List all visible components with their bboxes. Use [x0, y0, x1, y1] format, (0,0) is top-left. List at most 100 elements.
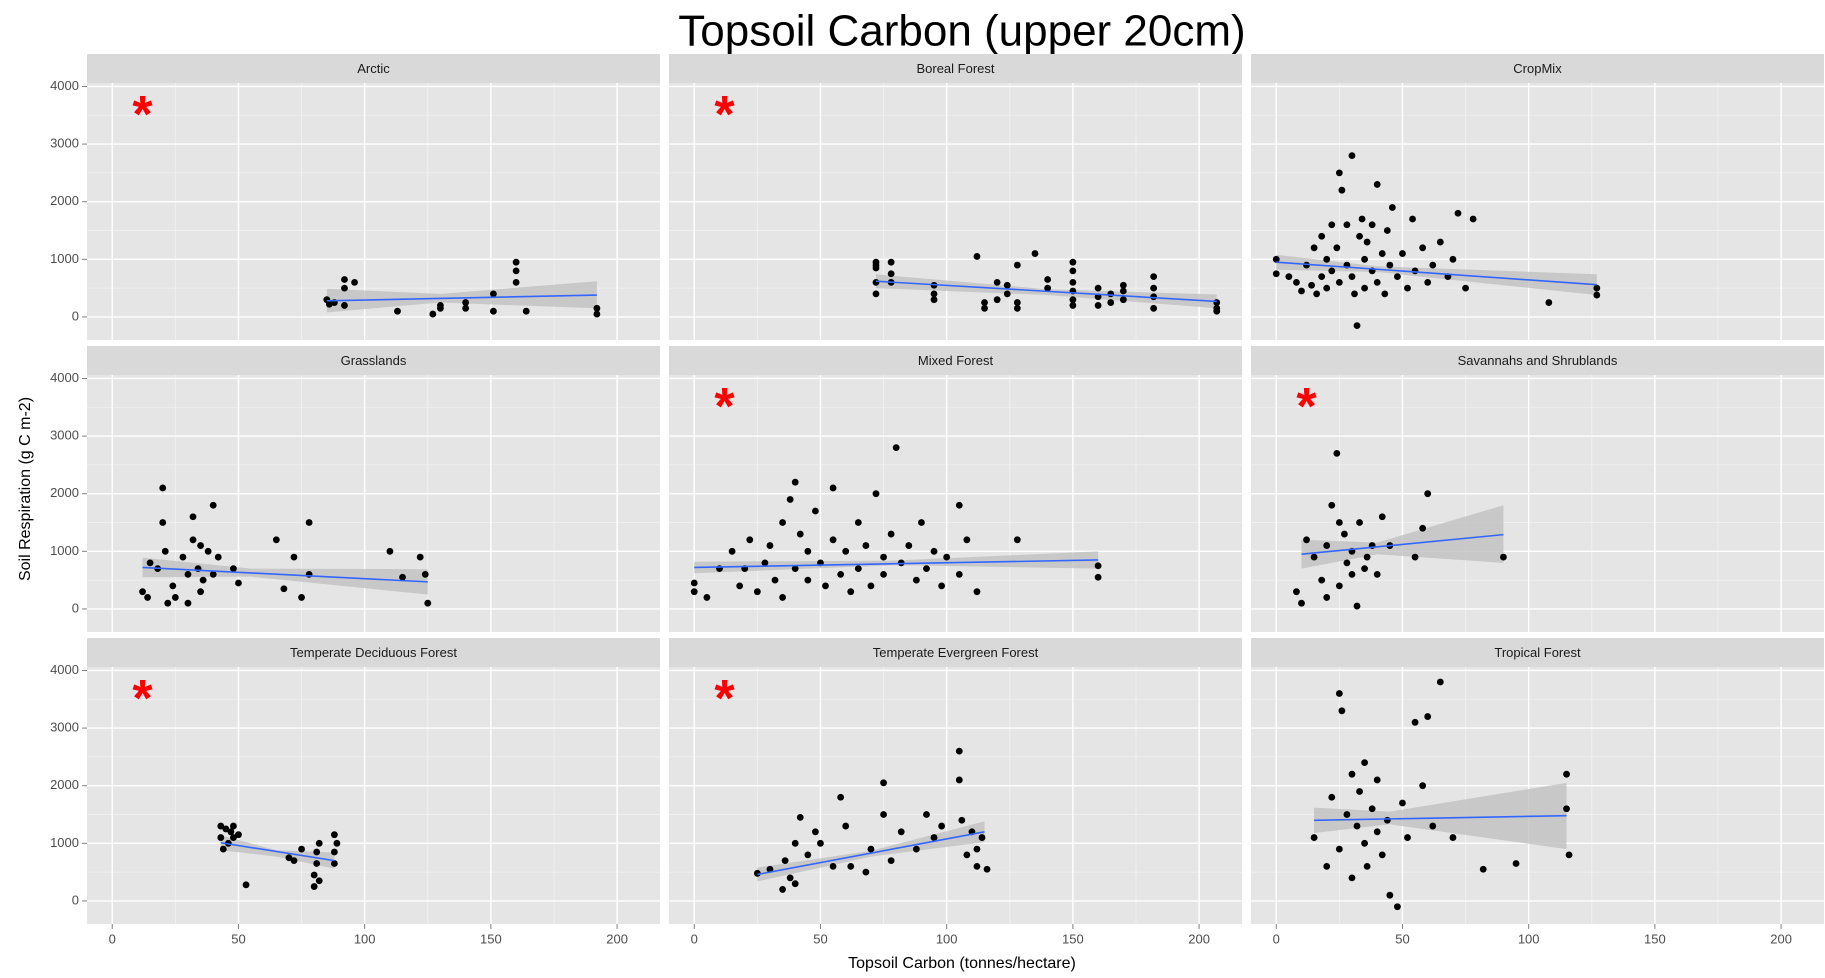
data-point: [1449, 834, 1457, 841]
data-point: [791, 839, 799, 847]
data-point: [771, 576, 779, 584]
data-point: [1272, 270, 1280, 278]
confidence-band: [142, 557, 428, 595]
data-point: [983, 865, 991, 873]
data-point: [386, 547, 394, 555]
data-point: [1013, 299, 1021, 306]
data-point: [1378, 513, 1386, 521]
data-point: [1323, 255, 1331, 263]
data-point: [290, 857, 298, 865]
data-point: [1333, 449, 1341, 457]
data-point: [955, 747, 963, 755]
data-point: [189, 536, 197, 544]
data-point: [1318, 232, 1326, 240]
data-point: [804, 576, 812, 584]
panel-data: [872, 250, 1221, 315]
data-point: [779, 519, 786, 526]
data-point: [235, 831, 242, 839]
data-point: [1388, 204, 1396, 211]
data-point: [1328, 267, 1336, 275]
data-point: [1565, 851, 1573, 859]
data-point: [1373, 570, 1381, 578]
data-point: [1013, 261, 1021, 269]
panel-background: [1251, 375, 1824, 632]
data-point: [905, 542, 913, 549]
data-point: [887, 258, 895, 266]
data-point: [842, 547, 850, 555]
data-point: [512, 278, 520, 286]
x-tick-label: 100: [936, 931, 958, 946]
data-point: [753, 588, 761, 596]
data-point: [280, 585, 288, 593]
y-tick-label: 1000: [50, 543, 79, 558]
data-point: [1399, 250, 1406, 257]
data-point: [1436, 678, 1444, 686]
panel-data: [1310, 678, 1573, 911]
panel: Boreal Forest *: [669, 54, 1242, 340]
data-point: [1328, 221, 1336, 229]
data-point: [1361, 839, 1368, 847]
data-point: [981, 299, 988, 306]
y-tick-label: 1000: [50, 835, 79, 850]
data-point: [1348, 273, 1356, 281]
data-point: [781, 857, 789, 865]
data-point: [1150, 284, 1158, 292]
x-tick-label: 100: [1518, 931, 1540, 946]
strip-label: Arctic: [357, 61, 390, 76]
strip: [1251, 346, 1824, 375]
data-point: [394, 307, 401, 315]
panel: Savannahs and Shrublands *: [1251, 346, 1824, 632]
data-point: [918, 519, 925, 526]
data-point: [1386, 891, 1394, 899]
data-point: [1044, 284, 1052, 292]
data-point: [1368, 805, 1376, 813]
data-point: [330, 831, 338, 839]
panel-data: [139, 484, 432, 607]
data-point: [1363, 238, 1371, 246]
y-tick-label: 3000: [50, 720, 79, 735]
data-point: [1469, 215, 1477, 223]
x-tick-label: 0: [691, 931, 698, 946]
data-point: [1373, 828, 1381, 836]
data-point: [1353, 822, 1361, 830]
data-point: [217, 834, 225, 841]
data-point: [1343, 559, 1351, 567]
strip: [1251, 638, 1824, 667]
data-point: [1323, 284, 1331, 292]
data-point: [1013, 536, 1021, 544]
data-point: [1069, 296, 1077, 304]
data-point: [1094, 573, 1102, 581]
data-point: [179, 553, 187, 561]
x-tick-label: 0: [1273, 931, 1280, 946]
data-point: [1213, 307, 1221, 315]
data-point: [1348, 570, 1356, 578]
data-point: [315, 877, 323, 885]
strip-label: CropMix: [1513, 61, 1562, 76]
data-point: [736, 582, 744, 590]
data-point: [1409, 215, 1416, 223]
data-point: [214, 553, 222, 561]
data-point: [829, 862, 837, 870]
data-point: [436, 304, 444, 312]
data-point: [1013, 304, 1021, 312]
data-point: [1335, 845, 1343, 853]
x-tick-label: 150: [1062, 931, 1084, 946]
data-point: [1399, 799, 1406, 807]
data-point: [1308, 281, 1315, 289]
panel-background: [87, 667, 660, 924]
data-point: [1303, 536, 1310, 544]
data-point: [943, 553, 951, 561]
data-point: [955, 501, 963, 509]
data-point: [847, 588, 855, 596]
data-point: [829, 536, 837, 544]
panel: Temperate Evergreen Forest * 0 50 100 150 200: [669, 638, 1242, 946]
data-point: [1361, 565, 1368, 573]
x-tick-label: 150: [1644, 931, 1666, 946]
data-point: [341, 302, 348, 309]
data-point: [981, 304, 988, 312]
data-point: [1378, 250, 1386, 257]
data-point: [923, 811, 930, 818]
data-point: [298, 845, 305, 853]
data-point: [593, 310, 601, 318]
data-point: [593, 304, 601, 312]
